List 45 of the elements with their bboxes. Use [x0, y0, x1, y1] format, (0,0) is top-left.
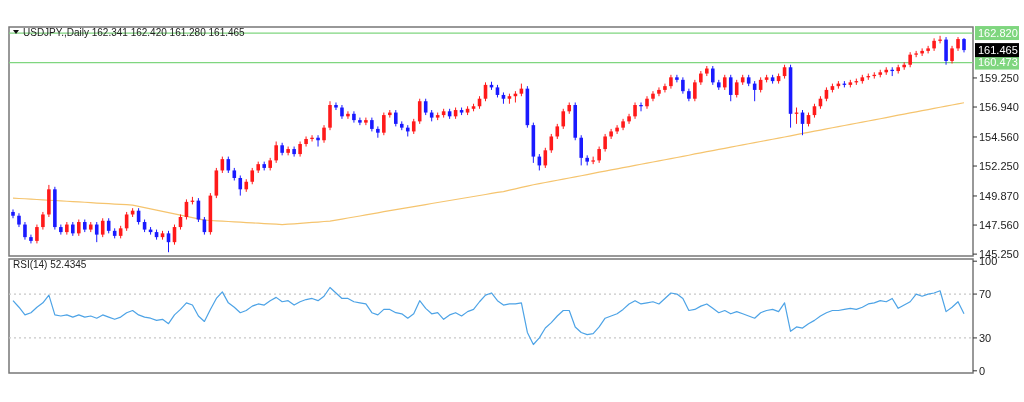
candlestick [94, 221, 99, 243]
candlestick [274, 141, 278, 164]
chart-title: USDJPY.,Daily 162.341 162.420 161.280 161.465 [23, 27, 246, 38]
candlestick [358, 117, 362, 126]
candlestick [561, 108, 566, 130]
candlestick [11, 208, 15, 219]
candlestick [328, 100, 332, 131]
candlestick [304, 135, 308, 148]
y-tick-label: 30 [979, 331, 992, 344]
ref-line-label: 162.820 [978, 26, 1018, 39]
candlestick [932, 37, 936, 52]
candlestick [675, 74, 679, 83]
y-tick-label: 154.560 [979, 130, 1019, 143]
candlestick [417, 98, 422, 125]
candlestick [364, 117, 368, 126]
candlestick [926, 45, 930, 54]
candlestick [292, 146, 296, 158]
candlestick [657, 86, 661, 97]
y-tick-label: 147.560 [979, 218, 1019, 231]
y-tick-label: 0 [979, 364, 986, 377]
y-tick-label: 152.250 [979, 159, 1019, 172]
y-tick-label: 159.250 [979, 71, 1019, 84]
candlestick [238, 174, 243, 197]
y-tick-label: 149.870 [979, 189, 1019, 202]
line-series [12, 286, 965, 346]
candlestick [35, 224, 39, 244]
candlestick [728, 74, 733, 102]
ref-line-label: 160.473 [978, 56, 1018, 69]
candlestick [944, 36, 948, 66]
candlestick [711, 65, 715, 86]
candlestick [352, 110, 356, 124]
candlestick [645, 95, 649, 110]
candlestick [651, 90, 655, 102]
candlestick [693, 79, 697, 102]
candlestick [100, 217, 105, 238]
candlestick [609, 128, 613, 140]
y-tick-label: 156.940 [979, 100, 1019, 113]
y-tick-label: 70 [979, 287, 992, 300]
candlestick [627, 113, 631, 125]
annotation: 161.465 [978, 43, 1018, 56]
line-series [12, 102, 965, 226]
chart-title: RSI(14) 52.4345 [13, 259, 87, 270]
candlestick [334, 101, 338, 111]
candlestick [382, 112, 386, 136]
candlestick [579, 134, 583, 166]
